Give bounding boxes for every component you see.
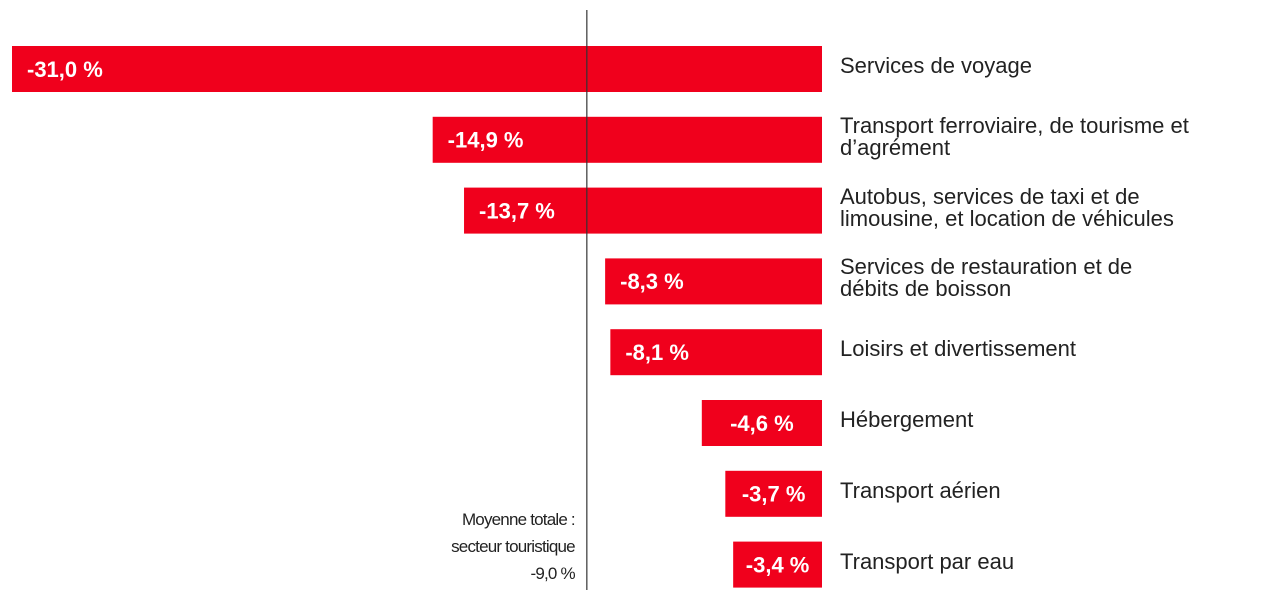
value-label: -14,9 % bbox=[448, 128, 524, 153]
category-label: Transport aérien bbox=[840, 477, 1001, 503]
category-label: Loisirs et divertissement bbox=[840, 336, 1076, 362]
category-label: Transport par eau bbox=[840, 548, 1015, 574]
value-label: -8,3 % bbox=[620, 269, 684, 294]
reference-text: secteur touristique bbox=[451, 537, 576, 556]
bar bbox=[610, 329, 822, 376]
reference-text: Moyenne totale : bbox=[461, 510, 576, 529]
bar bbox=[733, 541, 822, 588]
category-label: Hébergement bbox=[840, 407, 974, 432]
bar bbox=[432, 116, 822, 163]
category-label: Autobus, services de taxi et de limousin… bbox=[840, 183, 1174, 231]
value-label: -4,6 % bbox=[730, 411, 794, 436]
bar bbox=[464, 187, 822, 234]
bar bbox=[725, 470, 822, 517]
value-label: -13,7 % bbox=[479, 198, 555, 223]
value-label: -3,4 % bbox=[746, 552, 810, 577]
bar bbox=[12, 46, 822, 92]
category-label: Transport ferroviaire, de tourisme et d’… bbox=[840, 112, 1189, 160]
value-label: -31,0 % bbox=[27, 57, 103, 82]
bar bbox=[701, 400, 822, 446]
bar bbox=[605, 258, 822, 305]
value-label: -3,7 % bbox=[742, 482, 806, 507]
reference-label: -9,0 % bbox=[530, 564, 575, 583]
category-label: Services de restauration et de débits de… bbox=[840, 254, 1133, 302]
category-label: Services de voyage bbox=[840, 53, 1032, 78]
value-label: -8,1 % bbox=[625, 340, 689, 365]
